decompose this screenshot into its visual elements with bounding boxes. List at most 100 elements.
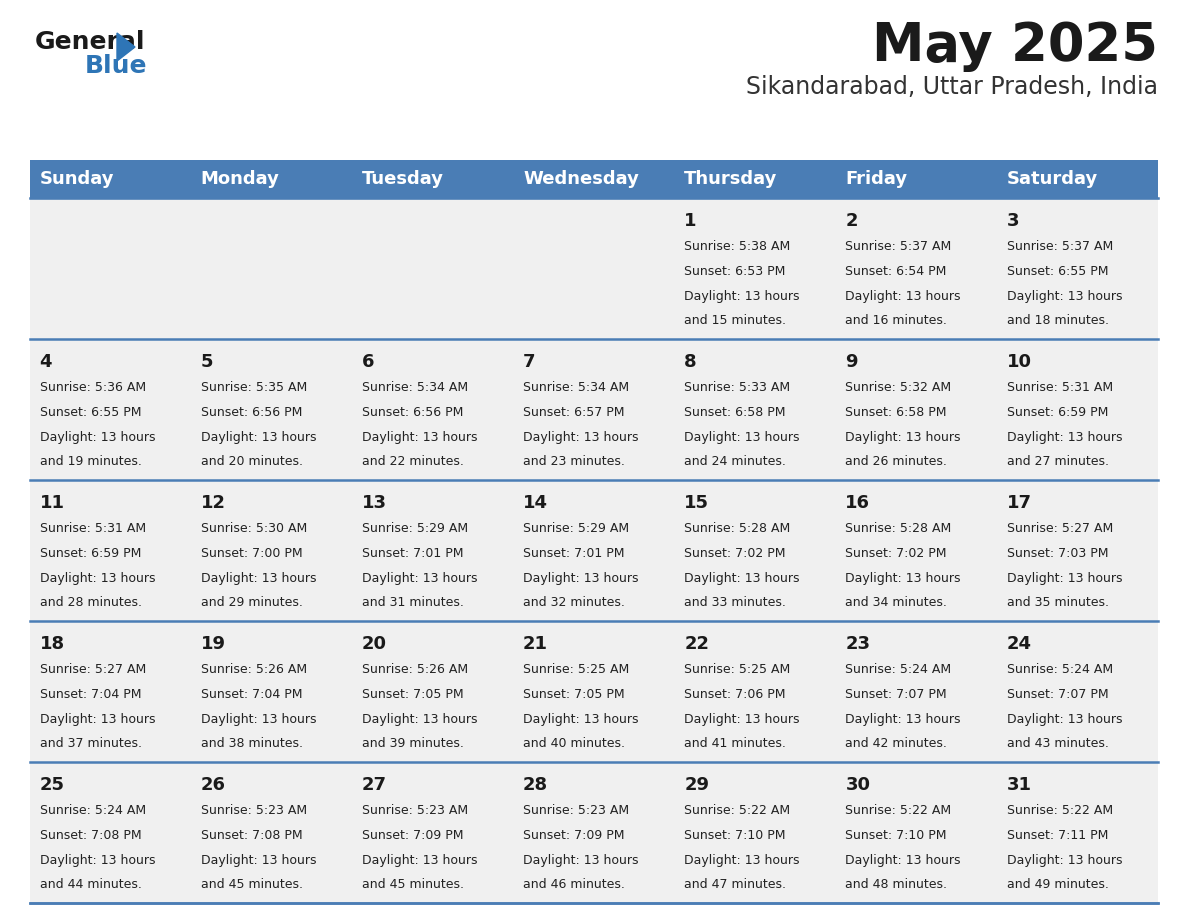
Text: Sunrise: 5:23 AM: Sunrise: 5:23 AM: [201, 804, 307, 817]
Text: and 26 minutes.: and 26 minutes.: [846, 455, 947, 468]
Text: Wednesday: Wednesday: [523, 170, 639, 188]
Text: 28: 28: [523, 776, 548, 794]
FancyBboxPatch shape: [835, 621, 997, 762]
Text: 29: 29: [684, 776, 709, 794]
Text: and 32 minutes.: and 32 minutes.: [523, 597, 625, 610]
Text: 11: 11: [39, 494, 64, 512]
Text: and 34 minutes.: and 34 minutes.: [846, 597, 947, 610]
Text: Sunrise: 5:38 AM: Sunrise: 5:38 AM: [684, 241, 790, 253]
Text: Sunset: 6:53 PM: Sunset: 6:53 PM: [684, 265, 785, 278]
Text: 23: 23: [846, 635, 871, 653]
Text: Daylight: 13 hours: Daylight: 13 hours: [1006, 854, 1121, 867]
Text: Sunset: 6:58 PM: Sunset: 6:58 PM: [846, 406, 947, 419]
FancyBboxPatch shape: [353, 198, 513, 339]
Text: Daylight: 13 hours: Daylight: 13 hours: [362, 854, 478, 867]
FancyBboxPatch shape: [513, 621, 675, 762]
Text: Sunrise: 5:34 AM: Sunrise: 5:34 AM: [362, 381, 468, 395]
Text: Daylight: 13 hours: Daylight: 13 hours: [201, 712, 316, 725]
FancyBboxPatch shape: [675, 339, 835, 480]
Text: and 45 minutes.: and 45 minutes.: [201, 879, 303, 891]
Text: and 42 minutes.: and 42 minutes.: [846, 737, 947, 750]
FancyBboxPatch shape: [191, 480, 353, 621]
Text: Blue: Blue: [86, 54, 147, 78]
Text: Monday: Monday: [201, 170, 279, 188]
Text: Sunrise: 5:36 AM: Sunrise: 5:36 AM: [39, 381, 146, 395]
Text: Sunset: 7:10 PM: Sunset: 7:10 PM: [846, 829, 947, 842]
Text: Sunset: 6:55 PM: Sunset: 6:55 PM: [39, 406, 141, 419]
Text: 26: 26: [201, 776, 226, 794]
FancyBboxPatch shape: [353, 339, 513, 480]
Text: Sunset: 7:09 PM: Sunset: 7:09 PM: [362, 829, 463, 842]
FancyBboxPatch shape: [513, 762, 675, 903]
Text: Sunset: 6:55 PM: Sunset: 6:55 PM: [1006, 265, 1108, 278]
FancyBboxPatch shape: [835, 198, 997, 339]
FancyBboxPatch shape: [513, 339, 675, 480]
Text: and 18 minutes.: and 18 minutes.: [1006, 314, 1108, 328]
Text: Sunrise: 5:22 AM: Sunrise: 5:22 AM: [846, 804, 952, 817]
Text: Daylight: 13 hours: Daylight: 13 hours: [684, 431, 800, 443]
Text: Sunrise: 5:23 AM: Sunrise: 5:23 AM: [523, 804, 630, 817]
FancyBboxPatch shape: [30, 621, 191, 762]
Text: 1: 1: [684, 212, 696, 230]
Text: Sunrise: 5:27 AM: Sunrise: 5:27 AM: [1006, 522, 1113, 535]
Text: 8: 8: [684, 353, 697, 371]
Text: Sunrise: 5:25 AM: Sunrise: 5:25 AM: [684, 664, 790, 677]
Text: 12: 12: [201, 494, 226, 512]
FancyBboxPatch shape: [675, 198, 835, 339]
Text: Daylight: 13 hours: Daylight: 13 hours: [523, 572, 639, 585]
Text: and 16 minutes.: and 16 minutes.: [846, 314, 947, 328]
Text: Sunrise: 5:37 AM: Sunrise: 5:37 AM: [846, 241, 952, 253]
FancyBboxPatch shape: [30, 480, 191, 621]
FancyBboxPatch shape: [191, 762, 353, 903]
Text: Sunrise: 5:24 AM: Sunrise: 5:24 AM: [1006, 664, 1113, 677]
Text: Sunset: 7:01 PM: Sunset: 7:01 PM: [362, 547, 463, 560]
Text: and 33 minutes.: and 33 minutes.: [684, 597, 786, 610]
Text: 24: 24: [1006, 635, 1031, 653]
Text: Sunset: 7:02 PM: Sunset: 7:02 PM: [684, 547, 785, 560]
Text: Daylight: 13 hours: Daylight: 13 hours: [523, 854, 639, 867]
Text: 6: 6: [362, 353, 374, 371]
Text: May 2025: May 2025: [872, 20, 1158, 72]
Polygon shape: [116, 33, 135, 61]
Text: Sunset: 7:11 PM: Sunset: 7:11 PM: [1006, 829, 1108, 842]
Text: Sunset: 7:04 PM: Sunset: 7:04 PM: [39, 688, 141, 701]
Text: Sunset: 6:54 PM: Sunset: 6:54 PM: [846, 265, 947, 278]
Text: and 28 minutes.: and 28 minutes.: [39, 597, 141, 610]
Text: Daylight: 13 hours: Daylight: 13 hours: [846, 431, 961, 443]
Text: Sunset: 7:02 PM: Sunset: 7:02 PM: [846, 547, 947, 560]
Text: Sunrise: 5:24 AM: Sunrise: 5:24 AM: [846, 664, 952, 677]
FancyBboxPatch shape: [513, 198, 675, 339]
Text: Daylight: 13 hours: Daylight: 13 hours: [362, 712, 478, 725]
Text: 14: 14: [523, 494, 548, 512]
Text: and 29 minutes.: and 29 minutes.: [201, 597, 303, 610]
FancyBboxPatch shape: [997, 621, 1158, 762]
Text: Sunday: Sunday: [39, 170, 114, 188]
Text: Sunrise: 5:23 AM: Sunrise: 5:23 AM: [362, 804, 468, 817]
FancyBboxPatch shape: [30, 198, 191, 339]
FancyBboxPatch shape: [513, 480, 675, 621]
Text: and 27 minutes.: and 27 minutes.: [1006, 455, 1108, 468]
FancyBboxPatch shape: [30, 339, 191, 480]
Text: and 24 minutes.: and 24 minutes.: [684, 455, 786, 468]
Text: Thursday: Thursday: [684, 170, 778, 188]
Text: Daylight: 13 hours: Daylight: 13 hours: [1006, 431, 1121, 443]
Text: Daylight: 13 hours: Daylight: 13 hours: [201, 854, 316, 867]
Text: Sunrise: 5:35 AM: Sunrise: 5:35 AM: [201, 381, 307, 395]
Text: and 31 minutes.: and 31 minutes.: [362, 597, 463, 610]
Text: 4: 4: [39, 353, 52, 371]
Text: 9: 9: [846, 353, 858, 371]
Text: Sunset: 7:09 PM: Sunset: 7:09 PM: [523, 829, 625, 842]
Text: Sunrise: 5:30 AM: Sunrise: 5:30 AM: [201, 522, 307, 535]
Text: General: General: [34, 30, 145, 54]
FancyBboxPatch shape: [30, 160, 1158, 198]
Text: Daylight: 13 hours: Daylight: 13 hours: [684, 572, 800, 585]
Text: Sunrise: 5:29 AM: Sunrise: 5:29 AM: [362, 522, 468, 535]
Text: Sunset: 7:04 PM: Sunset: 7:04 PM: [201, 688, 302, 701]
Text: Daylight: 13 hours: Daylight: 13 hours: [846, 290, 961, 303]
Text: and 38 minutes.: and 38 minutes.: [201, 737, 303, 750]
FancyBboxPatch shape: [675, 480, 835, 621]
Text: Friday: Friday: [846, 170, 908, 188]
Text: Sunset: 7:05 PM: Sunset: 7:05 PM: [362, 688, 463, 701]
Text: Sunrise: 5:25 AM: Sunrise: 5:25 AM: [523, 664, 630, 677]
Text: and 41 minutes.: and 41 minutes.: [684, 737, 786, 750]
